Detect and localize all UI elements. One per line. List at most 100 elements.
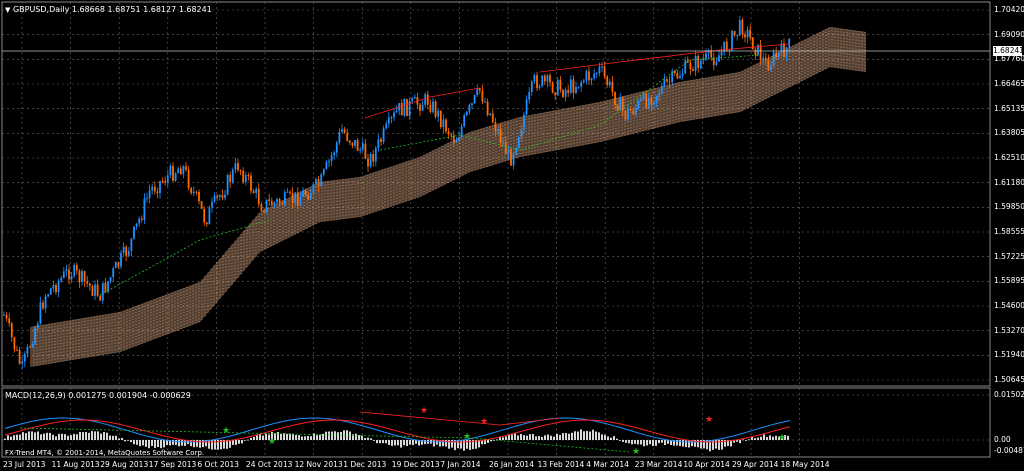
macd-bar	[358, 435, 360, 440]
macd-bar	[22, 432, 24, 440]
macd-bar	[631, 440, 633, 445]
candle-body	[785, 47, 788, 58]
macd-bar	[520, 433, 522, 440]
sell-arrow-icon: ★	[420, 406, 428, 416]
candle-body	[289, 191, 291, 193]
candle-body	[572, 79, 575, 93]
candle-body	[720, 52, 723, 56]
macd-bar	[469, 440, 471, 450]
macd-bar	[757, 437, 759, 440]
candle-body	[44, 296, 47, 309]
macd-bar	[220, 440, 222, 450]
price-axis-label: 1.62510	[994, 153, 1024, 162]
macd-bar	[382, 440, 384, 444]
macd-bar	[415, 440, 417, 444]
macd-bar	[697, 440, 699, 448]
candle-body	[291, 192, 294, 203]
macd-bar	[613, 436, 615, 440]
candle-body	[174, 173, 177, 181]
candle-body	[520, 129, 523, 138]
macd-bar	[571, 432, 573, 440]
macd-bar	[397, 440, 399, 446]
macd-bar	[118, 438, 120, 440]
macd-bar	[451, 440, 453, 448]
dropdown-triangle-icon[interactable]: ▼	[5, 6, 11, 14]
candle-body	[216, 195, 219, 197]
macd-bar	[16, 434, 18, 440]
candle-body	[114, 262, 117, 269]
candle-body	[81, 271, 83, 283]
time-axis-label: 6 Oct 2013	[197, 460, 239, 469]
macd-bar	[97, 431, 99, 440]
candle-body	[476, 88, 479, 95]
candle-body	[244, 175, 247, 182]
candle-body	[772, 52, 775, 66]
time-axis-label: 19 Dec 2013	[391, 460, 440, 469]
candle-body	[164, 181, 167, 183]
macd-bar	[472, 440, 474, 450]
macd-bar	[124, 440, 126, 442]
candle-body	[104, 282, 107, 292]
candle-body	[36, 323, 39, 328]
candle-body	[112, 268, 115, 278]
macd-bar	[55, 436, 57, 440]
macd-axis-label: 0.00	[994, 435, 1011, 444]
macd-bar	[115, 435, 117, 440]
candle-body	[736, 35, 739, 37]
macd-bar	[394, 440, 396, 446]
candle-body	[377, 139, 380, 149]
macd-bar	[364, 437, 366, 440]
time-axis-label: 12 Nov 2013	[294, 460, 343, 469]
macd-bar	[13, 435, 15, 440]
candle-body	[582, 80, 585, 83]
candle-body	[257, 188, 260, 205]
macd-bar	[619, 440, 621, 441]
macd-bar	[61, 433, 63, 440]
candle-body	[125, 246, 128, 256]
candle-body	[55, 285, 57, 293]
candle-body	[367, 158, 369, 167]
macd-bar	[673, 440, 675, 446]
candle-body	[86, 281, 89, 284]
candle-body	[471, 103, 473, 106]
candle-body	[567, 89, 570, 93]
candle-body	[699, 60, 702, 69]
macd-bar	[640, 440, 642, 445]
candle-body	[8, 318, 11, 324]
candle-body	[517, 137, 520, 148]
macd-axis-label: -0.004878	[994, 446, 1024, 455]
candle-body	[322, 169, 325, 175]
candle-body	[120, 252, 122, 267]
candle-body	[606, 76, 609, 86]
macd-bar	[133, 440, 135, 445]
candle-body	[335, 142, 338, 153]
macd-bar	[487, 440, 489, 443]
candle-body	[429, 104, 432, 112]
macd-bar	[322, 433, 324, 440]
macd-bar	[208, 440, 210, 449]
candle-body	[208, 207, 211, 225]
candle-body	[559, 79, 562, 90]
candle-body	[593, 73, 596, 79]
macd-bar	[226, 440, 228, 449]
macd-bar	[775, 435, 777, 440]
candle-body	[528, 91, 531, 100]
candle-body	[101, 282, 104, 301]
price-axis-label: 1.51940	[994, 350, 1024, 360]
candle-body	[702, 59, 705, 61]
macd-bar	[352, 434, 354, 440]
candle-body	[354, 140, 356, 146]
macd-bar	[466, 440, 468, 449]
candle-body	[668, 81, 671, 83]
candle-body	[642, 93, 645, 100]
macd-bar	[217, 440, 219, 450]
macd-bar	[703, 440, 705, 449]
buy-arrow-icon: ★	[222, 426, 230, 436]
candle-body	[302, 190, 304, 197]
candle-body	[151, 186, 154, 191]
candle-body	[512, 153, 515, 166]
time-axis-label: 24 Oct 2013	[246, 460, 293, 469]
candle-body	[647, 97, 650, 109]
macd-bar	[94, 431, 96, 440]
